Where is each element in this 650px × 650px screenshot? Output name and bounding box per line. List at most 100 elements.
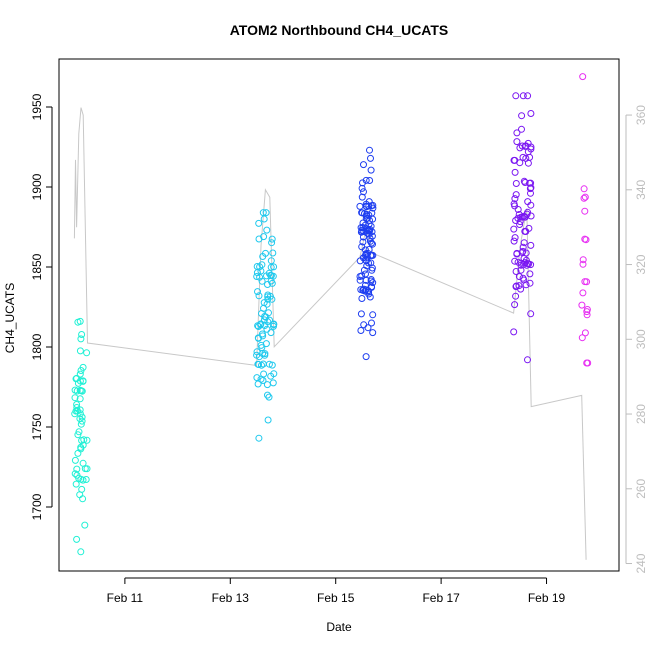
data-point — [76, 386, 84, 394]
data-point — [366, 146, 373, 154]
data-point — [267, 257, 275, 265]
data-point — [264, 291, 272, 299]
data-point — [71, 470, 79, 478]
data-point — [72, 480, 80, 488]
flight-4-points — [510, 92, 535, 364]
data-point — [264, 281, 271, 288]
data-point — [581, 193, 589, 201]
data-point — [76, 491, 84, 499]
data-point — [360, 188, 367, 196]
data-point — [265, 309, 272, 317]
data-point — [265, 269, 273, 277]
data-point — [368, 266, 376, 274]
data-point — [257, 267, 265, 275]
y2-tick-label: 280 — [634, 404, 648, 424]
data-point — [81, 465, 89, 473]
data-point — [74, 431, 82, 439]
data-point — [369, 329, 377, 337]
data-point — [362, 251, 370, 259]
data-point — [73, 535, 81, 543]
data-point — [255, 323, 262, 330]
data-point — [369, 311, 377, 319]
flight-1-points — [71, 317, 91, 556]
data-point — [358, 295, 366, 302]
data-point — [357, 224, 365, 232]
data-point — [521, 213, 529, 221]
data-point — [511, 202, 519, 210]
data-point — [255, 219, 263, 227]
x-tick-label: Feb 13 — [212, 591, 250, 605]
data-point — [579, 289, 587, 297]
data-point — [365, 202, 373, 210]
data-point — [519, 92, 527, 100]
data-point — [514, 206, 522, 213]
data-point — [521, 259, 529, 267]
data-point — [73, 404, 81, 411]
data-point — [579, 73, 587, 81]
data-point — [511, 301, 519, 309]
scatter-points — [71, 73, 592, 556]
data-point — [580, 194, 588, 202]
data-point — [261, 350, 269, 358]
data-point — [581, 235, 589, 243]
data-point — [515, 282, 523, 290]
data-point — [364, 214, 371, 222]
data-point — [512, 268, 520, 275]
data-point — [260, 304, 267, 312]
data-point — [71, 456, 79, 464]
data-point — [82, 476, 90, 483]
data-point — [77, 445, 85, 453]
data-point — [258, 361, 265, 369]
data-point — [579, 256, 587, 264]
data-point — [356, 276, 364, 284]
data-point — [522, 142, 530, 150]
data-point — [510, 237, 518, 245]
data-point — [365, 198, 373, 206]
data-point — [512, 92, 520, 100]
data-point — [578, 334, 586, 342]
data-point — [268, 279, 276, 287]
data-point — [512, 292, 520, 300]
data-point — [518, 112, 526, 120]
data-point — [269, 379, 277, 387]
data-point — [259, 377, 267, 384]
axes: Feb 11 Feb 13 Feb 15 Feb 17 Feb 19 1700 1750 18… — [30, 93, 648, 605]
data-point — [264, 391, 271, 399]
data-point — [514, 258, 522, 266]
data-point — [369, 215, 377, 223]
data-point — [77, 548, 85, 556]
secondary-line — [73, 107, 587, 560]
data-point — [268, 235, 276, 243]
data-point — [259, 209, 267, 217]
data-point — [527, 310, 535, 318]
data-point — [77, 367, 85, 374]
y2-tick-label: 260 — [634, 478, 648, 498]
data-point — [76, 370, 84, 378]
y-tick-label: 1850 — [30, 253, 44, 280]
data-point — [260, 233, 268, 241]
data-point — [77, 420, 85, 428]
data-point — [364, 249, 372, 257]
data-point — [262, 209, 270, 217]
data-point — [517, 285, 525, 293]
data-point — [511, 168, 519, 176]
data-point — [357, 327, 365, 334]
data-point — [511, 195, 519, 203]
data-point — [365, 288, 373, 296]
data-point — [360, 161, 367, 169]
data-point — [578, 301, 586, 309]
data-point — [526, 153, 534, 161]
data-point — [368, 232, 376, 240]
data-point — [581, 278, 589, 286]
data-point — [511, 257, 519, 265]
y-tick-label: 1750 — [30, 413, 44, 440]
data-point — [267, 271, 274, 279]
data-point — [257, 375, 265, 383]
x-tick-label: Feb 17 — [422, 591, 460, 605]
data-point — [366, 293, 374, 301]
data-point — [254, 288, 261, 296]
data-point — [356, 202, 364, 210]
data-point — [516, 218, 524, 226]
